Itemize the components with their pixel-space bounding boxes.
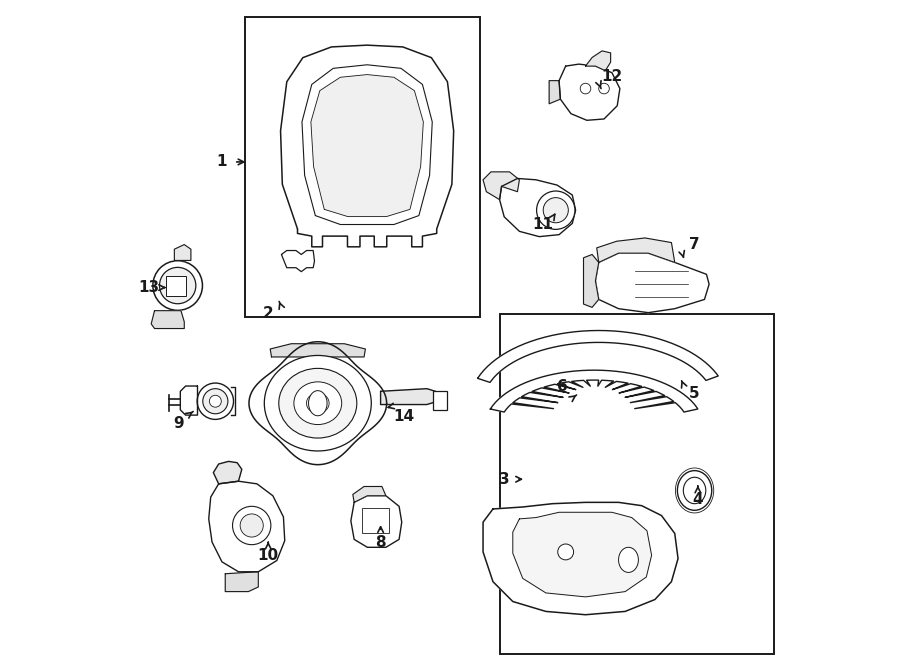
Text: 14: 14 — [393, 409, 414, 424]
Text: 8: 8 — [375, 535, 386, 549]
Ellipse shape — [294, 382, 342, 424]
Text: 10: 10 — [257, 548, 279, 563]
Polygon shape — [491, 370, 698, 412]
Ellipse shape — [544, 198, 568, 223]
Polygon shape — [213, 461, 242, 484]
Polygon shape — [249, 342, 387, 465]
Ellipse shape — [307, 393, 329, 413]
Text: 9: 9 — [174, 416, 184, 430]
Ellipse shape — [683, 477, 706, 504]
Polygon shape — [583, 254, 599, 307]
Polygon shape — [597, 238, 675, 262]
Polygon shape — [483, 502, 678, 615]
Polygon shape — [381, 389, 436, 405]
Ellipse shape — [240, 514, 264, 537]
Ellipse shape — [159, 267, 196, 304]
Bar — [166, 276, 185, 296]
Ellipse shape — [678, 471, 712, 510]
Circle shape — [558, 544, 573, 560]
Polygon shape — [549, 81, 561, 104]
Text: 3: 3 — [499, 472, 509, 486]
Polygon shape — [209, 481, 284, 572]
Ellipse shape — [309, 391, 327, 416]
Ellipse shape — [202, 389, 228, 414]
Polygon shape — [500, 178, 576, 237]
Polygon shape — [225, 572, 258, 592]
Ellipse shape — [618, 547, 638, 572]
Circle shape — [580, 83, 590, 94]
Polygon shape — [281, 45, 454, 247]
Ellipse shape — [153, 260, 202, 311]
Ellipse shape — [197, 383, 233, 419]
Polygon shape — [270, 344, 365, 357]
Ellipse shape — [210, 395, 221, 407]
Text: 5: 5 — [689, 386, 700, 401]
Polygon shape — [353, 486, 386, 502]
Text: 7: 7 — [689, 237, 700, 252]
Polygon shape — [513, 512, 652, 597]
Bar — [434, 391, 446, 410]
Ellipse shape — [265, 356, 372, 451]
Polygon shape — [596, 253, 709, 313]
Circle shape — [598, 83, 609, 94]
Bar — [245, 17, 480, 317]
Polygon shape — [310, 75, 423, 216]
Polygon shape — [559, 64, 620, 120]
Ellipse shape — [279, 368, 356, 438]
Text: 1: 1 — [217, 155, 227, 169]
Polygon shape — [351, 496, 401, 547]
Text: 6: 6 — [557, 379, 568, 394]
Text: 2: 2 — [263, 307, 274, 321]
Bar — [500, 314, 774, 654]
Polygon shape — [586, 51, 610, 71]
Polygon shape — [175, 245, 191, 260]
Polygon shape — [478, 330, 718, 383]
Ellipse shape — [536, 191, 575, 229]
Polygon shape — [180, 386, 197, 415]
Polygon shape — [282, 251, 314, 272]
Polygon shape — [302, 65, 432, 225]
Text: 12: 12 — [601, 69, 623, 83]
Text: 4: 4 — [693, 492, 703, 506]
Polygon shape — [151, 311, 184, 329]
Text: 11: 11 — [532, 217, 553, 232]
Ellipse shape — [232, 506, 271, 545]
Polygon shape — [483, 172, 519, 200]
Text: 13: 13 — [139, 280, 160, 295]
Bar — [362, 508, 389, 533]
